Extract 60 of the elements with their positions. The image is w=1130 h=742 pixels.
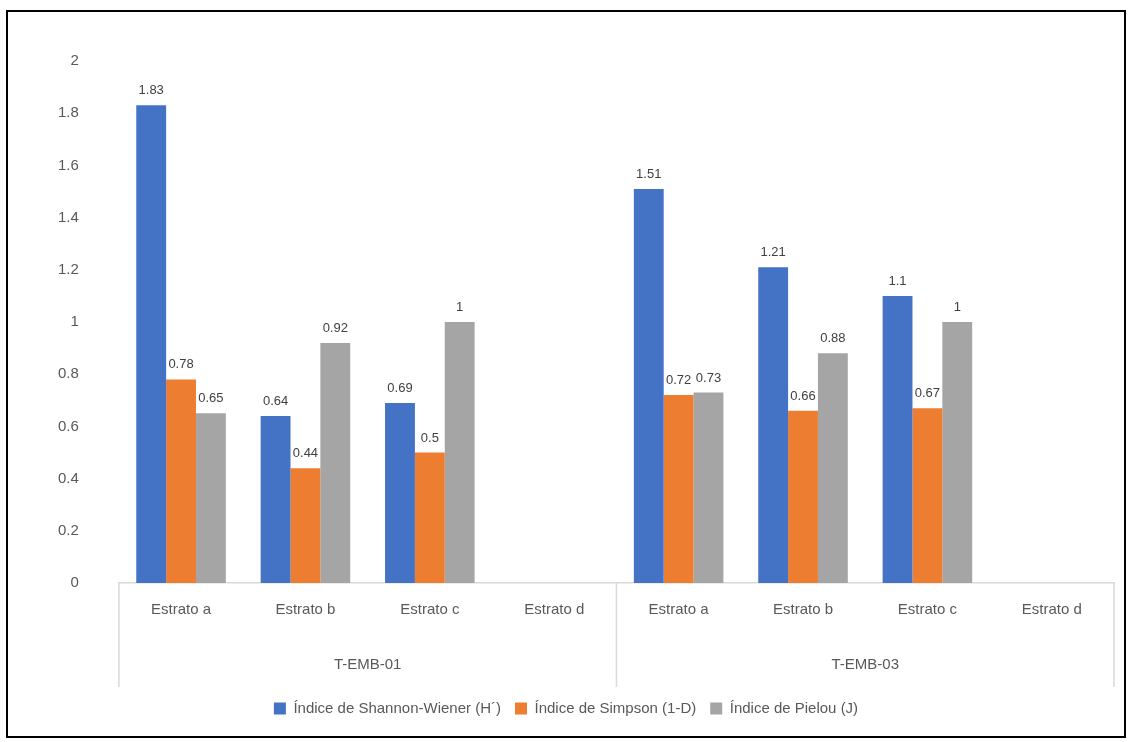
y-tick-label: 1.6 [57,155,79,173]
bar [942,322,973,583]
bar [633,188,664,583]
bar [663,395,694,583]
bar [758,267,789,583]
data-label: 1 [953,299,961,315]
y-tick-label: 1.2 [57,259,79,277]
x-tick-label: Estrato c [897,600,958,618]
bar [195,413,226,583]
y-tick-label: 1 [70,312,79,330]
data-label: 0.66 [790,387,816,403]
data-label: 1 [456,299,464,315]
x-tick-label: Estrato a [648,600,710,618]
data-label: 1.83 [138,82,164,98]
data-label: 1.51 [636,165,662,181]
bar [136,105,167,583]
data-label: 1.21 [760,244,786,260]
x-tick-label: Estrato b [773,600,834,618]
y-tick-label: 0.8 [57,364,79,382]
bar [260,415,291,583]
y-tick-label: 0.2 [57,520,79,538]
bar [414,452,445,583]
data-label: 0.78 [168,356,194,372]
y-tick-label: 1.4 [57,207,79,225]
data-label: 0.88 [820,330,846,346]
y-tick-label: 0.6 [57,416,79,434]
data-label: 0.92 [322,319,348,335]
text: T-EMB-03 [831,655,899,673]
bar [290,468,321,583]
bar [788,410,818,583]
bar [385,402,415,583]
x-tick-label: Estrato c [400,600,460,618]
bar [320,342,351,583]
y-tick-label: 1.8 [57,103,79,121]
data-label: 0.72 [665,372,692,388]
bar [444,322,475,583]
data-label: 0.67 [914,385,941,401]
legend-label: Índice de Pielou (J) [729,698,859,716]
bar [166,379,196,583]
y-tick-label: 2 [70,51,79,69]
data-label: 0.69 [387,379,413,395]
bar [882,295,913,583]
data-label: 0.65 [198,390,224,406]
bar [693,392,724,583]
bar [912,408,943,583]
legend-label: Índice de Simpson (1-D) [534,698,697,716]
bar [817,353,848,583]
x-tick-label: Estrato a [151,600,212,618]
y-tick-label: 0.4 [57,468,79,486]
x-tick-label: Estrato d [524,600,585,618]
legend-label: Índice de Shannon-Wiener (H´) [293,698,501,716]
data-label: 0.5 [420,429,439,445]
x-tick-label: Estrato d [1021,600,1082,618]
data-label: 0.44 [292,445,319,461]
x-tick-label: Estrato b [275,600,336,618]
data-label: 0.64 [262,393,289,409]
y-tick-label: 0 [70,573,79,591]
text: T-EMB-01 [333,655,402,673]
data-label: 1.1 [888,272,907,288]
data-label: 0.73 [695,369,722,385]
